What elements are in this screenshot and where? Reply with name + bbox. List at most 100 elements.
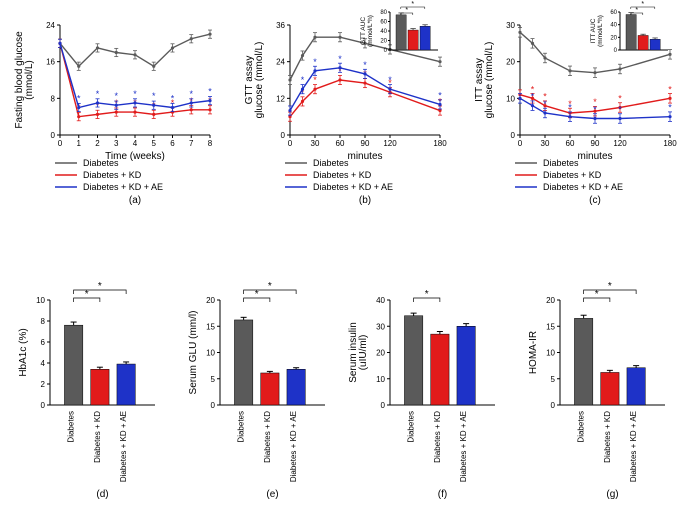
svg-text:10: 10 [206, 349, 215, 358]
svg-text:4: 4 [41, 359, 46, 368]
bar-diabetes-kd [261, 373, 279, 405]
panel-label: (e) [266, 489, 278, 500]
svg-text:0: 0 [41, 401, 46, 410]
svg-text:*: * [438, 90, 442, 100]
svg-text:*: * [133, 89, 137, 99]
svg-text:0: 0 [551, 401, 556, 410]
svg-text:120: 120 [383, 139, 397, 148]
bar-xlabel: Diabetes + KD + AE [459, 411, 468, 482]
panel-b-inset: 020406080GTT AUC(mmol/L*h)** [360, 1, 438, 54]
svg-text:(mmol/L): (mmol/L) [24, 60, 35, 99]
panel-label: (d) [96, 489, 108, 500]
svg-text:*: * [152, 91, 156, 101]
svg-text:40: 40 [376, 296, 385, 305]
svg-text:6: 6 [41, 338, 46, 347]
bar-xlabel: Diabetes + KD + AE [119, 411, 128, 482]
svg-text:*: * [531, 92, 535, 102]
svg-text:*: * [641, 1, 644, 8]
bar-diabetes-kd-ae [117, 364, 135, 405]
figure-root: 081624012345678Fasting blood glucose(mmo… [0, 0, 683, 512]
svg-text:5: 5 [152, 139, 157, 148]
svg-text:0: 0 [51, 131, 56, 140]
svg-text:*: * [313, 75, 317, 85]
svg-text:0: 0 [281, 131, 286, 140]
svg-text:*: * [608, 281, 612, 292]
svg-text:0: 0 [511, 131, 516, 140]
legend-item: Diabetes + KD + AE [83, 182, 163, 192]
svg-text:(uIU/ml): (uIU/ml) [358, 335, 369, 371]
svg-text:*: * [114, 91, 118, 101]
svg-text:HbA1c (%): HbA1c (%) [18, 328, 29, 376]
legend-item: Diabetes + KD [83, 170, 142, 180]
svg-text:(mmol/L*h): (mmol/L*h) [597, 15, 604, 47]
svg-text:12: 12 [276, 94, 285, 103]
svg-text:*: * [189, 89, 193, 99]
bar-diabetes [64, 325, 82, 405]
legend-item: Diabetes + KD [313, 170, 372, 180]
bar-diabetes [404, 316, 422, 405]
svg-text:*: * [568, 103, 572, 113]
legend-item: Diabetes [313, 158, 349, 168]
bar-diabetes-kd-ae [627, 368, 645, 405]
svg-text:180: 180 [663, 139, 677, 148]
svg-text:2: 2 [95, 139, 100, 148]
bar-diabetes [234, 320, 252, 405]
svg-text:10: 10 [546, 349, 555, 358]
svg-text:10: 10 [506, 94, 515, 103]
svg-text:24: 24 [46, 21, 55, 30]
bar-xlabel: Diabetes [577, 411, 586, 443]
bar-xlabel: Diabetes [407, 411, 416, 443]
svg-text:*: * [635, 7, 638, 14]
panel-g: 05101520HOMA-IRDiabetesDiabetes + KDDiab… [528, 281, 665, 500]
panel-e: 05101520Serum GLU (mm/l)DiabetesDiabetes… [188, 281, 325, 500]
svg-text:*: * [171, 94, 175, 104]
svg-text:*: * [668, 103, 672, 113]
legend-1: Diabetes Diabetes + KD Diabetes + KD + AE [285, 158, 393, 192]
svg-text:*: * [618, 105, 622, 115]
bar-xlabel: Diabetes + KD + AE [629, 411, 638, 482]
svg-text:minutes: minutes [347, 151, 382, 162]
svg-text:20: 20 [376, 349, 385, 358]
svg-text:0: 0 [614, 48, 618, 54]
svg-text:*: * [543, 99, 547, 109]
svg-text:15: 15 [546, 322, 555, 331]
svg-text:*: * [338, 54, 342, 64]
svg-text:180: 180 [433, 139, 447, 148]
panel-f: 010203040Serum insulin(uIU/ml)DiabetesDi… [348, 289, 495, 500]
svg-text:20: 20 [206, 296, 215, 305]
bar-diabetes [574, 318, 592, 405]
svg-text:24: 24 [276, 58, 285, 67]
svg-text:*: * [618, 94, 622, 104]
svg-text:20: 20 [380, 39, 387, 45]
legend-2: DiabetesDiabetes + KDDiabetes + KD + AE [515, 158, 623, 192]
svg-text:4: 4 [133, 139, 138, 148]
legend-item: Diabetes [83, 158, 119, 168]
svg-text:20: 20 [546, 296, 555, 305]
legend-0: Diabetes Diabetes + KD Diabetes + KD + AE [55, 158, 163, 192]
legend-item: Diabetes + KD [543, 170, 602, 180]
legend-item: Diabetes [543, 158, 579, 168]
svg-text:*: * [425, 289, 429, 300]
panel-label: (c) [589, 195, 601, 206]
svg-text:16: 16 [46, 58, 55, 67]
svg-text:*: * [96, 89, 100, 99]
bar-diabetes-kd [91, 369, 109, 405]
legend-item: Diabetes + KD + AE [313, 182, 393, 192]
svg-text:0: 0 [211, 401, 216, 410]
bar-xlabel: Diabetes + KD + AE [289, 411, 298, 482]
svg-text:minutes: minutes [577, 151, 612, 162]
panel-label: (b) [359, 195, 371, 206]
svg-text:*: * [268, 281, 272, 292]
bar-xlabel: Diabetes + KD [433, 411, 442, 463]
panel-d: 0246810HbA1c (%)DiabetesDiabetes + KDDia… [18, 281, 155, 500]
svg-text:20: 20 [610, 35, 617, 41]
svg-text:5: 5 [211, 375, 216, 384]
svg-text:36: 36 [276, 21, 285, 30]
bar-diabetes-kd-ae [457, 326, 475, 405]
panel-label: (a) [129, 195, 141, 206]
svg-text:HOMA-IR: HOMA-IR [528, 331, 539, 374]
svg-text:1: 1 [77, 139, 82, 148]
svg-text:GTT AUC: GTT AUC [360, 17, 367, 45]
svg-text:120: 120 [613, 139, 627, 148]
svg-text:30: 30 [506, 21, 515, 30]
